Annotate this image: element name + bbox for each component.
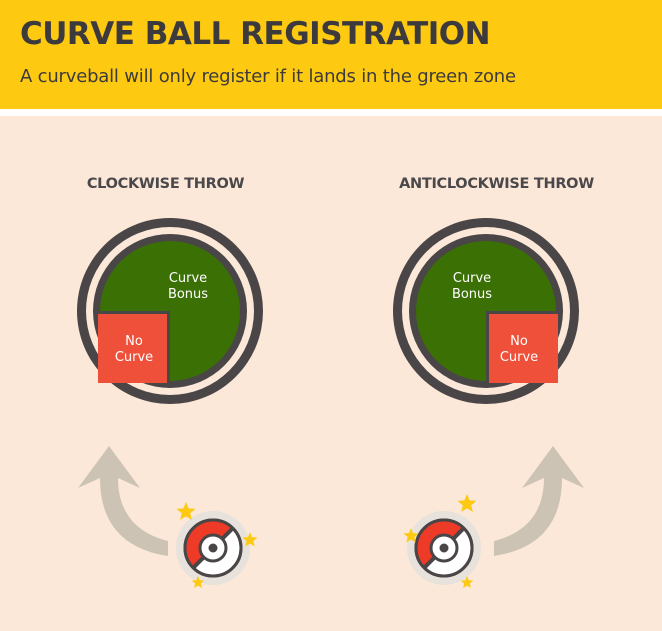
red-label-line2: Curve xyxy=(500,350,538,365)
page-title: CURVE BALL REGISTRATION xyxy=(20,16,491,52)
curve-bonus-zone xyxy=(416,241,556,381)
red-label-line2: Curve xyxy=(115,350,153,365)
no-curve-zone xyxy=(98,314,167,383)
star-icon xyxy=(403,494,477,588)
pokeball-icon xyxy=(176,511,250,585)
section-title: CLOCKWISE THROW xyxy=(86,176,245,192)
green-label-line2: Bonus xyxy=(168,287,208,302)
clockwise-scene: Curve Bonus No Curve xyxy=(77,218,263,588)
green-label-line1: Curve xyxy=(169,271,207,286)
curve-bonus-zone xyxy=(100,241,240,381)
curve-arrow-icon xyxy=(494,446,584,556)
section-title: ANTICLOCKWISE THROW xyxy=(399,176,594,192)
green-label-line1: Curve xyxy=(453,271,491,286)
target-circle: Curve Bonus No Curve xyxy=(77,218,263,404)
curve-arrow-icon xyxy=(78,446,168,556)
header-banner: CURVE BALL REGISTRATION A curveball will… xyxy=(0,0,662,109)
target-circle: Curve Bonus No Curve xyxy=(393,218,579,404)
red-label-line1: No xyxy=(125,334,143,349)
no-curve-zone xyxy=(489,314,558,383)
diagram-panel: CLOCKWISE THROW Curve Bonus No Curve xyxy=(0,116,662,631)
pokeball-icon xyxy=(407,511,481,585)
star-icon xyxy=(176,502,258,588)
red-label-line1: No xyxy=(510,334,528,349)
green-label-line2: Bonus xyxy=(452,287,492,302)
page-subtitle: A curveball will only register if it lan… xyxy=(20,66,516,87)
clockwise-section: CLOCKWISE THROW Curve Bonus No Curve xyxy=(0,116,331,631)
anticlockwise-scene: Curve Bonus No Curve xyxy=(393,218,584,588)
anticlockwise-section: ANTICLOCKWISE THROW Curve Bonus No Curve xyxy=(331,116,662,631)
